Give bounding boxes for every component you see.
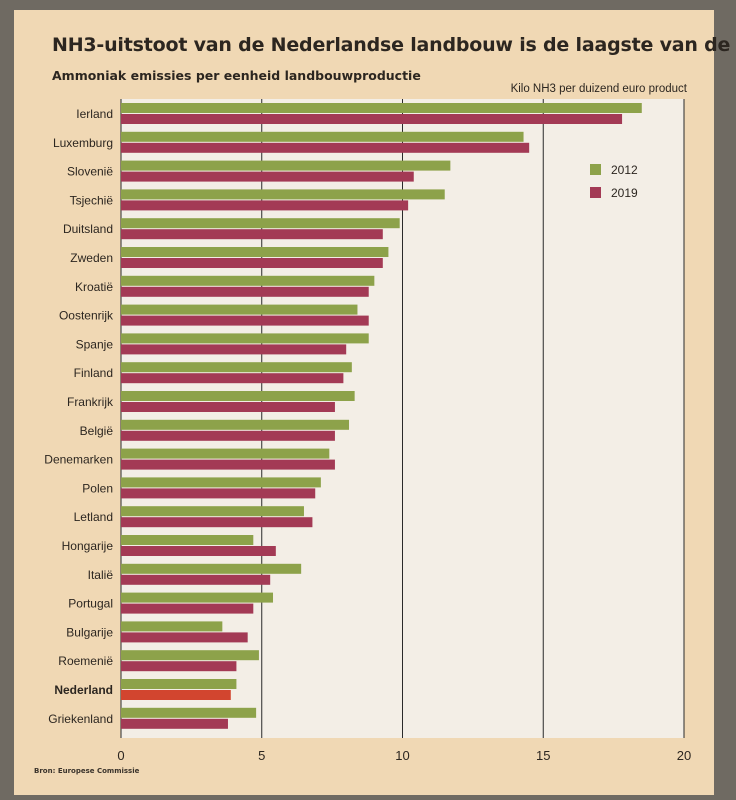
category-label: Spanje [76, 337, 114, 351]
bar-2012 [121, 563, 302, 574]
bar-2012 [121, 506, 304, 517]
bar-2019 [121, 718, 228, 729]
x-tick-label: 0 [117, 748, 124, 763]
legend-swatch [590, 187, 601, 198]
bar-2019 [121, 114, 623, 124]
category-label: Bulgarije [66, 625, 113, 639]
category-label: Oostenrijk [59, 309, 114, 323]
category-label: Italië [88, 568, 114, 582]
category-label: Letland [74, 510, 113, 524]
bar-2019 [121, 200, 409, 211]
bar-2019 [121, 488, 316, 499]
bar-2012 [121, 477, 321, 488]
bar-2019 [121, 229, 383, 240]
bar-2012 [121, 419, 350, 430]
bar-2012 [121, 448, 330, 459]
category-label: Denemarken [44, 453, 113, 467]
bar-2012 [121, 218, 400, 229]
bar-2019 [121, 315, 369, 326]
bar-2019 [121, 546, 276, 556]
x-tick-label: 10 [395, 748, 409, 763]
category-label: Roemenië [58, 654, 113, 668]
bar-2019 [121, 286, 369, 297]
category-label: Tsjechië [70, 193, 114, 207]
bar-2012 [121, 189, 445, 200]
bar-2012 [121, 679, 237, 689]
source-note: Bron: Europese Commissie [34, 767, 140, 775]
bar-2012 [121, 275, 375, 286]
x-tick-label: 15 [536, 748, 550, 763]
bar-2019 [121, 373, 344, 384]
chart-title: NH3-uitstoot van de Nederlandse landbouw… [52, 34, 736, 56]
bar-2012 [121, 333, 369, 344]
category-label: Frankrijk [67, 395, 114, 409]
category-label: Luxemburg [53, 136, 113, 150]
bar-2019 [121, 344, 347, 355]
bar-2019 [121, 632, 248, 643]
bar-2012 [121, 621, 223, 632]
bar-2012 [121, 535, 254, 545]
bar-2012 [121, 103, 642, 113]
bar-2019 [121, 690, 231, 700]
bars [121, 103, 642, 729]
x-tick-labels: 0 5 10 15 20 [117, 748, 691, 763]
x-axis-label: Kilo NH3 per duizend euro product [511, 83, 688, 95]
bar-2012 [121, 131, 524, 142]
chart-subtitle: Ammoniak emissies per eenheid landbouwpr… [52, 68, 421, 83]
bar-2019 [121, 171, 414, 182]
legend-swatch [590, 164, 601, 175]
category-label: Portugal [68, 597, 113, 611]
category-label: Zweden [70, 251, 113, 265]
legend: 2012 2019 [590, 163, 638, 200]
bar-2012 [121, 160, 451, 171]
category-label: Duitsland [63, 222, 113, 236]
legend-label: 2019 [611, 186, 638, 200]
bar-2019 [121, 402, 335, 412]
bar-2012 [121, 247, 389, 257]
category-label: Kroatië [75, 280, 113, 294]
category-label: Griekenland [48, 712, 113, 726]
category-label: Slovenië [67, 165, 113, 179]
bar-2019 [121, 142, 530, 153]
bar-2019 [121, 430, 335, 441]
bar-2019 [121, 661, 237, 672]
category-label: Nederland [54, 683, 113, 697]
legend-label: 2012 [611, 163, 638, 177]
bar-2012 [121, 592, 274, 603]
bar-2012 [121, 362, 352, 373]
bar-2019 [121, 258, 383, 268]
category-labels: Ierland Luxemburg Slovenië Tsjechië Duitslan… [44, 107, 114, 726]
bar-2012 [121, 391, 355, 401]
bar-2019 [121, 459, 335, 470]
category-label: Polen [82, 481, 113, 495]
bar-2019 [121, 574, 271, 585]
category-label: Hongarije [62, 539, 114, 553]
bar-2012 [121, 304, 358, 315]
bar-2019 [121, 517, 313, 528]
bar-2012 [121, 650, 259, 661]
category-label: België [80, 424, 114, 438]
x-tick-label: 20 [677, 748, 691, 763]
bar-2012 [121, 707, 257, 718]
category-label: Ierland [76, 107, 113, 121]
bar-2019 [121, 603, 254, 614]
category-label: Finland [74, 366, 113, 380]
x-tick-label: 5 [258, 748, 265, 763]
